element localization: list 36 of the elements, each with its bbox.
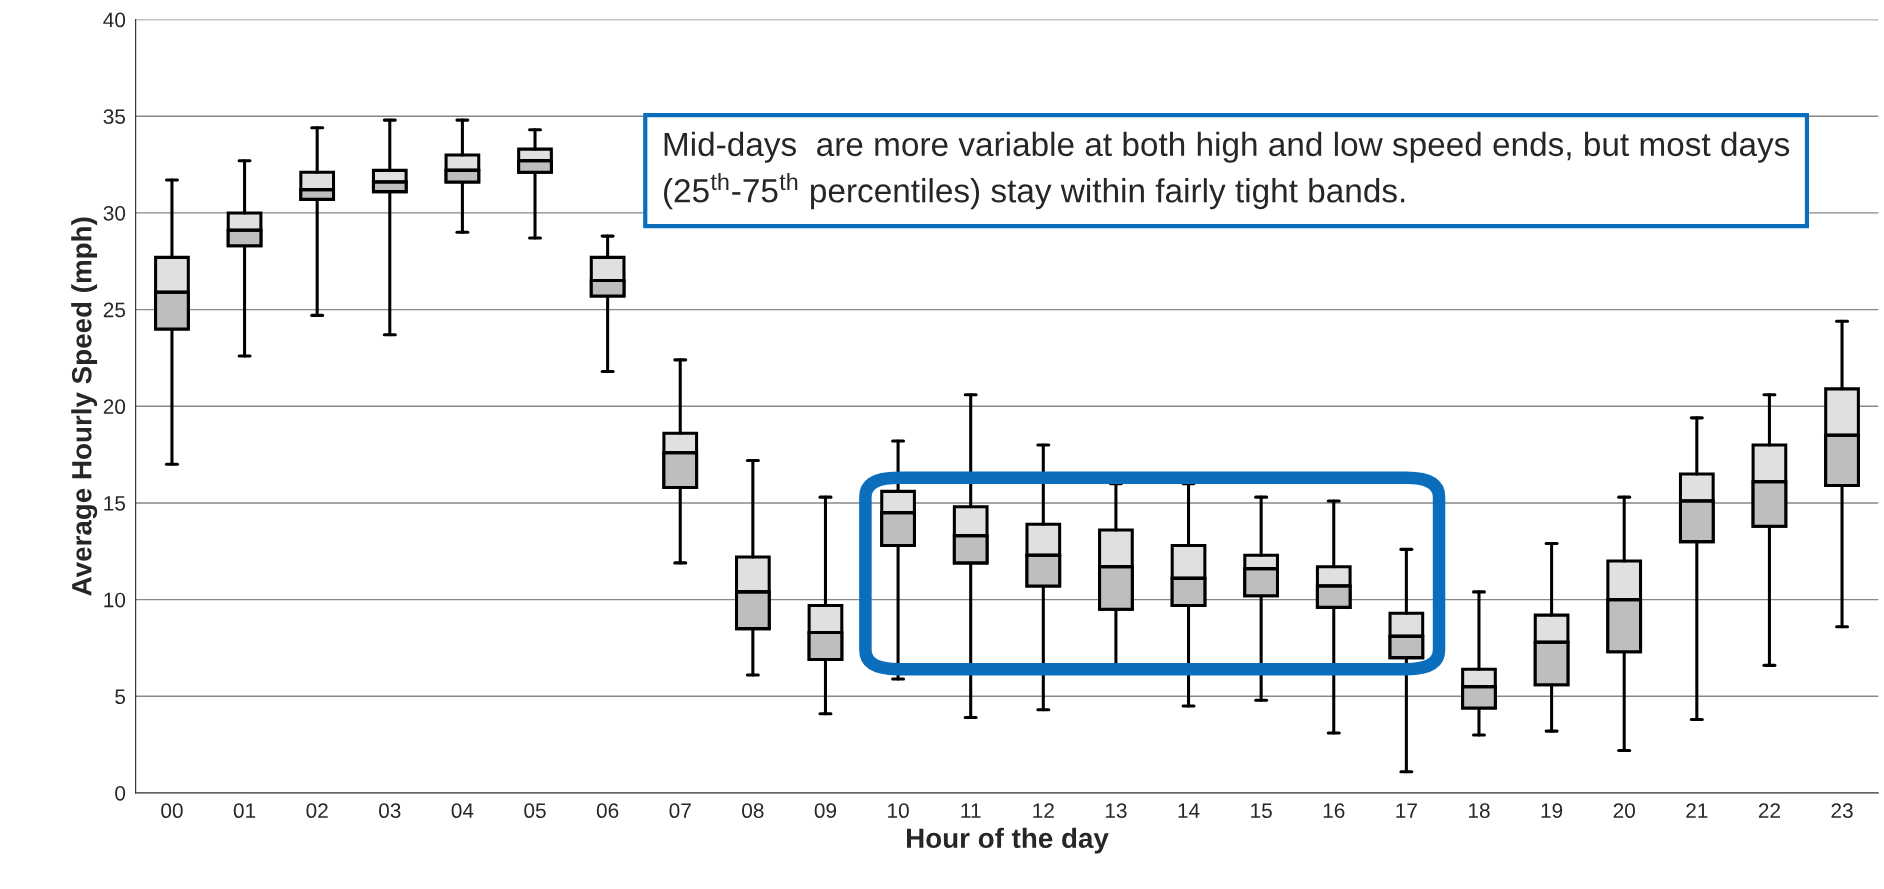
x-tick-label: 02 [306,803,328,819]
x-tick-label: 03 [379,803,401,819]
x-tick-label: 15 [1251,803,1272,819]
y-tick-label: 20 [103,399,126,415]
x-tick-label: 14 [1178,803,1200,818]
y-tick-label: 15 [104,496,126,511]
y-tick-label: 35 [103,109,126,124]
x-tick-label: 08 [742,803,764,819]
x-tick-label: 04 [451,803,474,819]
x-tick-label: 01 [233,803,256,819]
y-tick-label: 5 [115,689,126,705]
y-axis-title: Average Hourly Speed (mph) [71,217,98,596]
y-tick-label: 40 [103,12,126,28]
y-tick-label: 25 [103,302,126,318]
y-tick-label: 10 [104,592,126,608]
x-tick-label: 07 [669,803,691,819]
x-tick-label: 18 [1468,803,1490,819]
x-tick-label: 16 [1323,803,1345,819]
x-tick-label: 19 [1541,803,1563,819]
x-tick-label: 09 [814,803,837,819]
x-axis-title: Hour of the day [907,827,1109,854]
annotation: Mid-days are more variable at both high and low speed ends, but most days (25$^{th}$-75$^{th}$ percentiles) stay within fairly tight bands. [664,131,1790,210]
y-tick-label: 0 [115,785,126,801]
x-tick-label: 21 [1686,803,1708,818]
x-tick-label: 06 [596,803,619,819]
y-tick-label: 30 [103,205,126,221]
x-tick-label: 12 [1033,803,1054,818]
x-tick-label: 11 [961,803,981,818]
x-tick-label: 23 [1831,803,1853,819]
x-tick-label: 17 [1396,803,1417,818]
x-tick-label: 22 [1758,803,1780,818]
x-tick-label: 10 [888,803,909,819]
x-tick-label: 20 [1613,803,1635,819]
x-tick-label: 13 [1105,803,1127,819]
x-tick-label: 05 [524,803,546,819]
x-tick-label: 00 [161,803,183,819]
